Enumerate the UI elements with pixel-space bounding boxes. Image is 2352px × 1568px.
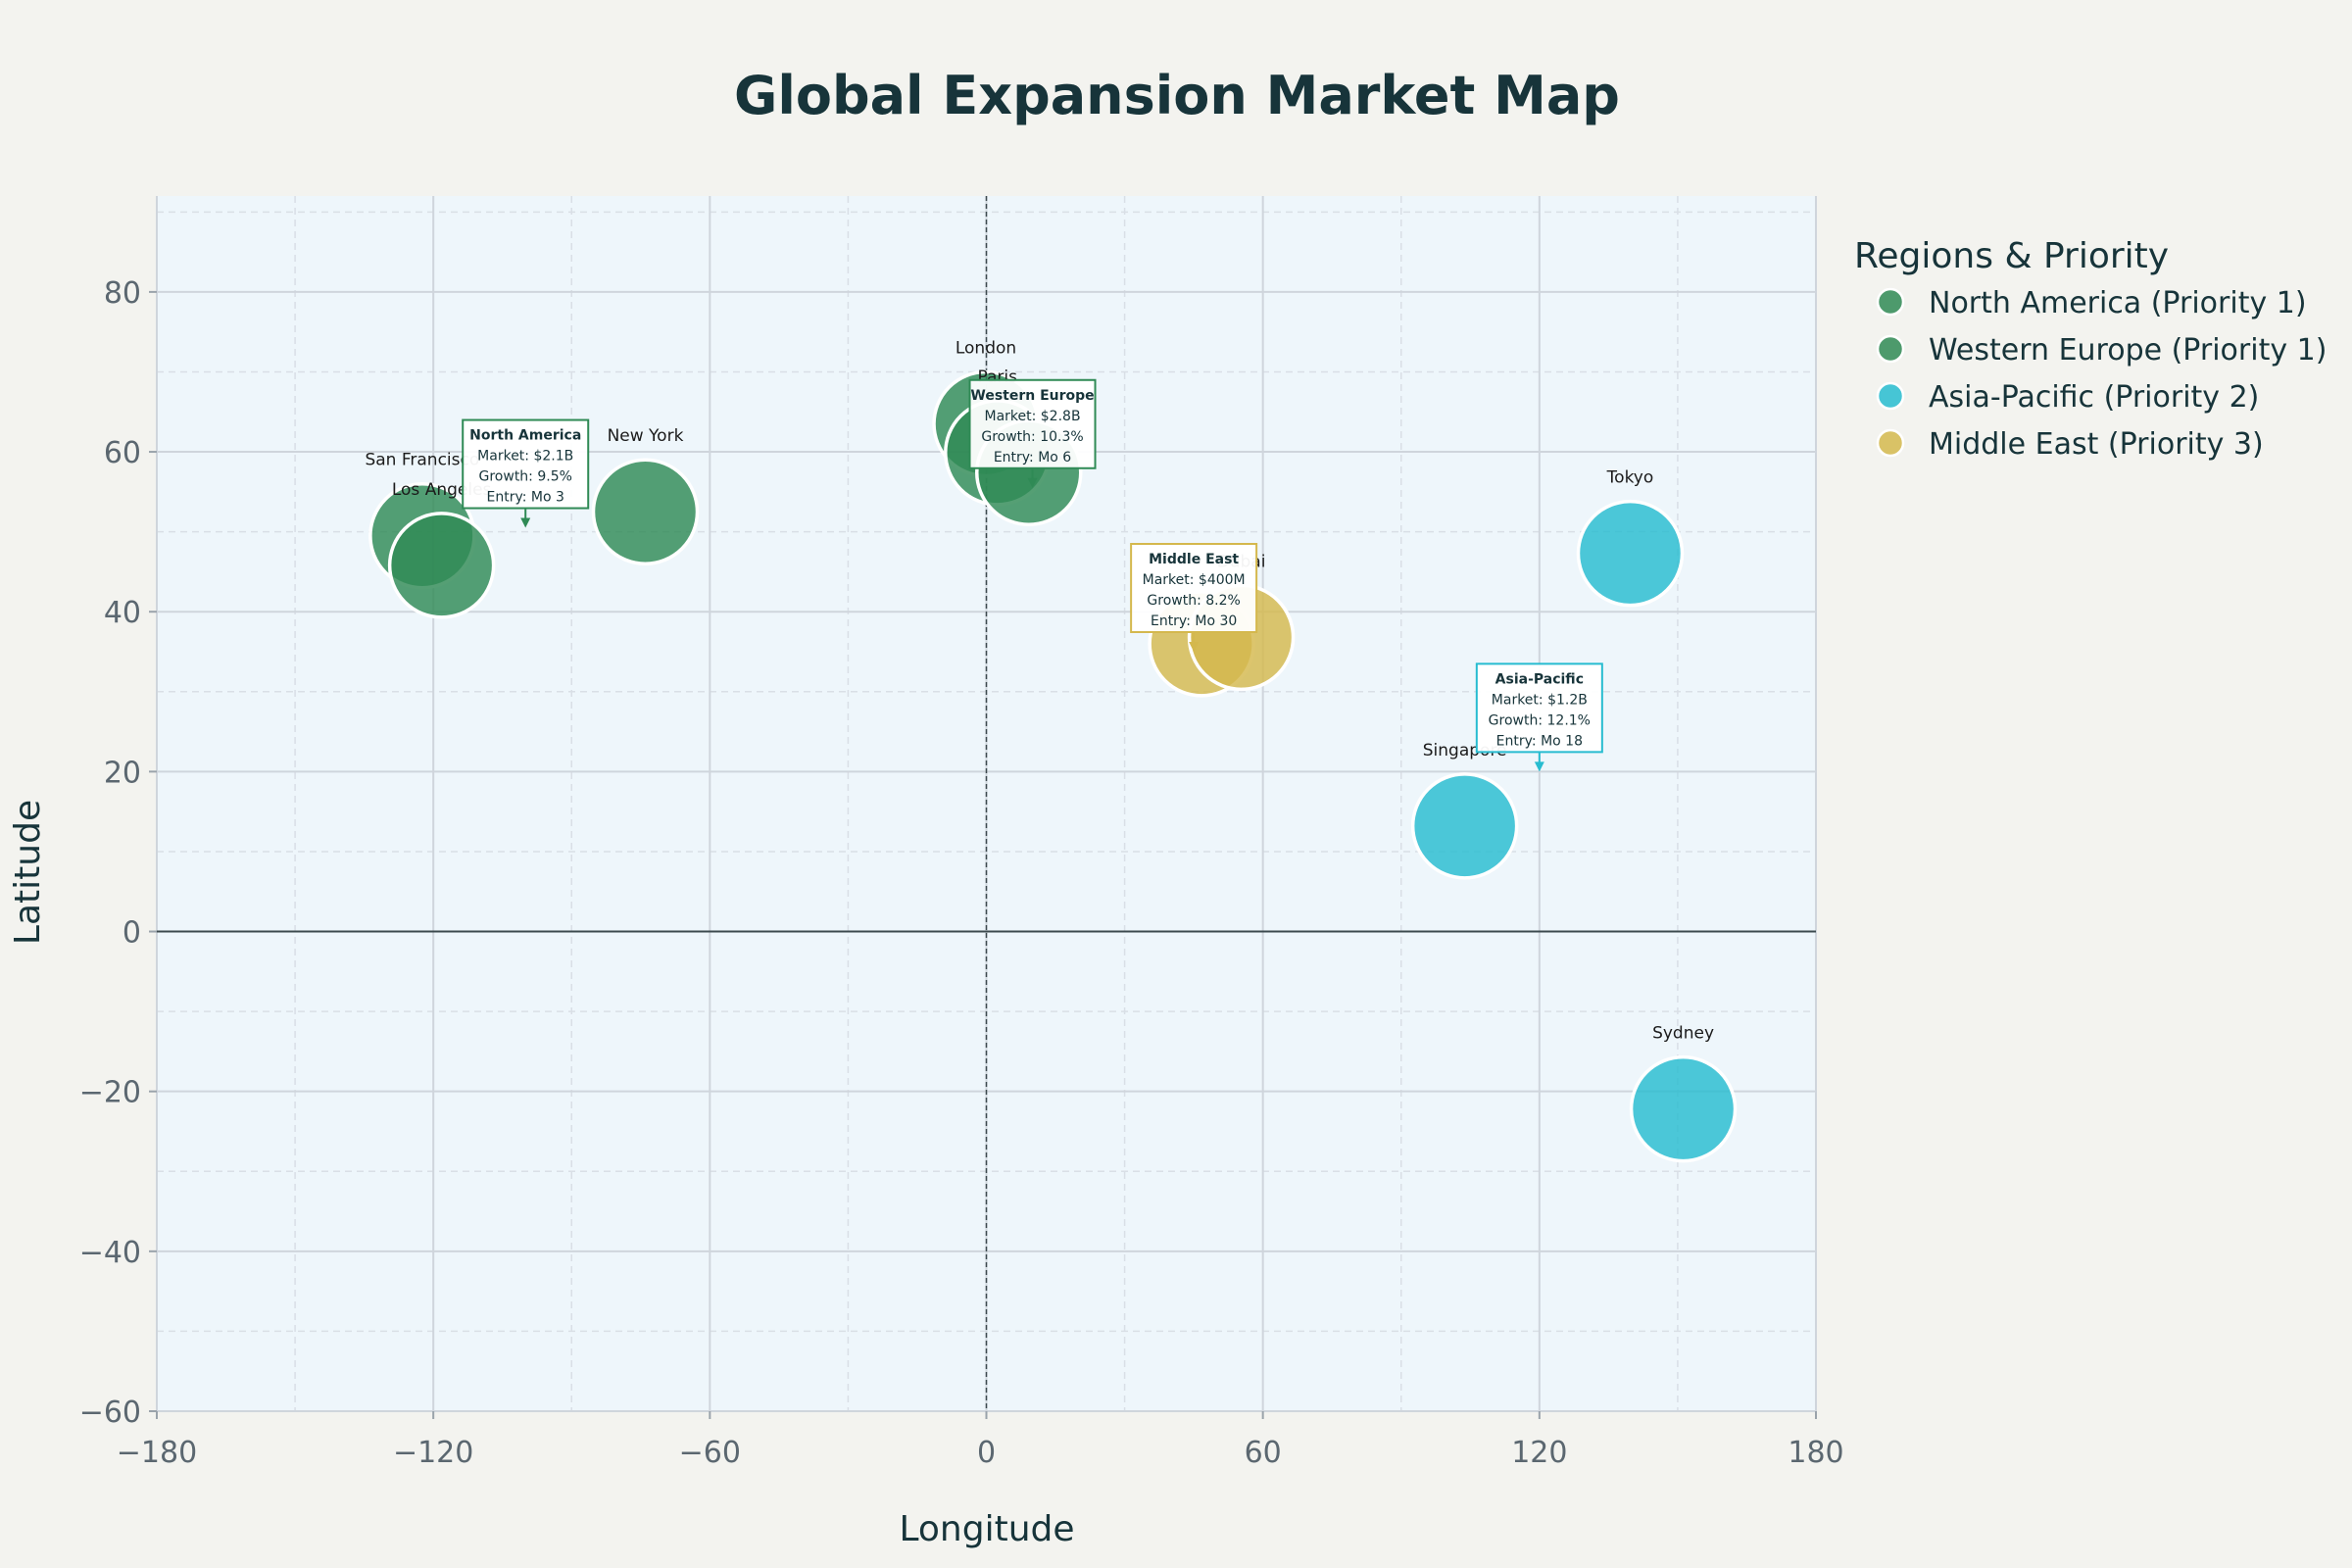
x-tick-label: 180 — [1788, 1436, 1843, 1470]
legend-label: Middle East (Priority 3) — [1929, 427, 2264, 462]
annotation-text: Entry: Mo 3 — [487, 490, 564, 506]
legend-marker — [1876, 334, 1905, 364]
y-tick-label: −40 — [79, 1236, 141, 1270]
bubble-point[interactable] — [591, 458, 700, 565]
annotation-text: Entry: Mo 18 — [1496, 733, 1583, 749]
y-tick-label: 0 — [122, 916, 141, 951]
x-tick-label: 0 — [977, 1436, 996, 1470]
legend: Regions & Priority North America (Priori… — [1854, 236, 2327, 462]
y-tick-label: 80 — [104, 276, 141, 311]
legend-label: Asia-Pacific (Priority 2) — [1929, 380, 2259, 415]
legend-marker — [1876, 381, 1905, 411]
annotations: North America Market: $2.1B Growth: 9.5% En… — [462, 378, 1603, 772]
y-tick-label: 60 — [104, 436, 141, 470]
x-tick-label: 120 — [1511, 1436, 1567, 1470]
x-tick-label: 60 — [1245, 1436, 1282, 1470]
annotation-text: Entry: Mo 30 — [1151, 613, 1237, 629]
chart-title: Global Expansion Market Map — [734, 65, 1620, 126]
x-tick-label: −180 — [117, 1436, 197, 1470]
bubble-point[interactable] — [1629, 1054, 1738, 1163]
bubble-point[interactable] — [387, 512, 496, 619]
legend-item[interactable]: Western Europe (Priority 1) — [1876, 333, 2327, 368]
annotation-text: Growth: 10.3% — [981, 429, 1083, 445]
annotation-text: Growth: 9.5% — [479, 469, 572, 485]
annotation-arrow-head — [520, 517, 531, 528]
annotation-box: Middle East Market: $400M Growth: 8.2% Entr… — [1130, 543, 1258, 652]
city-label: Sydney — [1652, 1024, 1714, 1044]
annotation-text: Market: $2.1B — [477, 449, 573, 465]
legend-marker — [1876, 428, 1905, 458]
annotation-box: Western Europe Market: $2.8B Growth: 10.3%… — [968, 378, 1097, 488]
annotation-box: North America Market: $2.1B Growth: 9.5% En… — [462, 418, 590, 528]
annotation-arrow-head — [1189, 642, 1200, 652]
annotation-frame — [1130, 543, 1258, 633]
annotation-text: Market: $1.2B — [1492, 692, 1588, 708]
bubble-point[interactable] — [1576, 499, 1685, 608]
annotation-text: Market: $2.8B — [984, 409, 1080, 424]
annotation-title: Middle East — [1149, 552, 1239, 567]
legend-title: Regions & Priority — [1854, 236, 2169, 276]
y-tick-label: 40 — [104, 596, 141, 630]
annotation-text: Growth: 12.1% — [1489, 712, 1591, 728]
annotation-frame — [1475, 662, 1603, 754]
annotation-title: North America — [469, 428, 581, 444]
annotation-text: Growth: 8.2% — [1147, 593, 1240, 609]
y-axis-title: Latitude — [8, 800, 48, 945]
x-tick-label: −60 — [679, 1436, 741, 1470]
legend-item[interactable]: North America (Priority 1) — [1876, 286, 2307, 320]
city-label: Tokyo — [1606, 468, 1654, 488]
bubble-point[interactable] — [1410, 772, 1519, 880]
annotation-arrow-head — [1027, 477, 1038, 488]
annotation-box: Asia-Pacific Market: $1.2B Growth: 12.1% En… — [1475, 662, 1603, 772]
legend-item[interactable]: Middle East (Priority 3) — [1876, 427, 2264, 462]
annotation-arrow-head — [1534, 761, 1544, 772]
city-label: San Francisco — [365, 451, 479, 470]
annotation-title: Western Europe — [970, 388, 1094, 404]
y-tick-label: −60 — [79, 1396, 141, 1430]
annotation-text: Market: $400M — [1143, 572, 1246, 588]
legend-item[interactable]: Asia-Pacific (Priority 2) — [1876, 380, 2259, 415]
axes: −180 −120 −60 0 60 120 180 −60 −40 −20 0 20 40 60 80 — [79, 196, 1844, 1470]
x-axis-title: Longitude — [899, 1509, 1074, 1549]
annotation-frame — [462, 418, 590, 510]
y-tick-label: −20 — [79, 1076, 141, 1110]
annotation-text: Entry: Mo 6 — [994, 450, 1071, 466]
legend-label: Western Europe (Priority 1) — [1929, 333, 2327, 368]
y-tick-label: 20 — [104, 756, 141, 790]
city-label: New York — [608, 426, 684, 446]
legend-label: North America (Priority 1) — [1929, 286, 2307, 320]
x-tick-label: −120 — [393, 1436, 473, 1470]
annotation-frame — [968, 378, 1097, 469]
city-label: London — [956, 339, 1016, 359]
legend-marker — [1876, 287, 1905, 317]
annotation-title: Asia-Pacific — [1495, 671, 1584, 687]
